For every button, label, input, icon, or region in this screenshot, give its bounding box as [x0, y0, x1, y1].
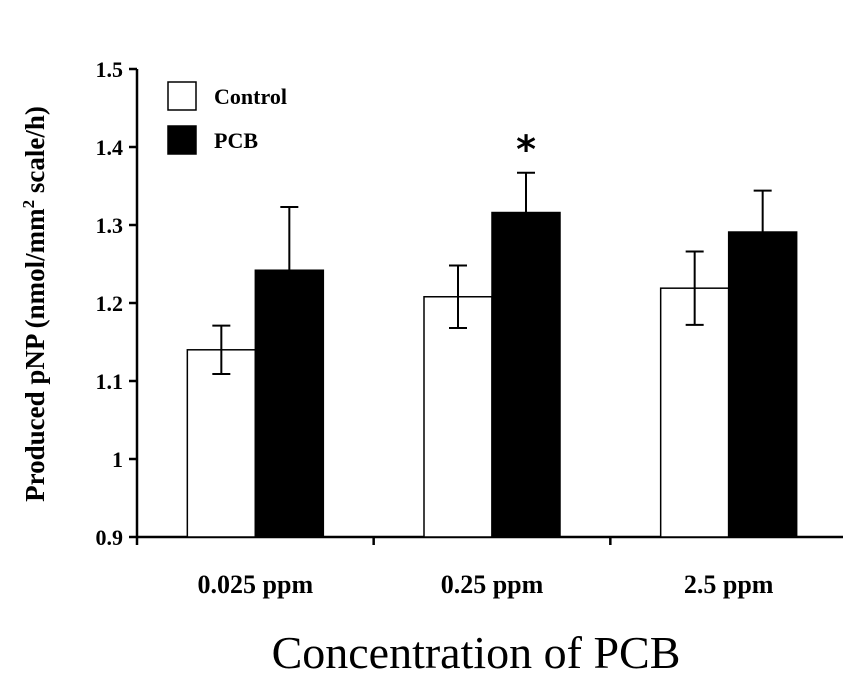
y-tick-label: 1 — [112, 447, 123, 472]
bar-pcb — [491, 211, 561, 538]
legend: Control PCB — [167, 81, 287, 155]
legend-label-control: Control — [214, 84, 287, 109]
bars — [186, 211, 798, 538]
legend-label-pcb: PCB — [214, 128, 258, 153]
bar-pcb — [727, 231, 798, 538]
x-category-label: 0.25 ppm — [441, 570, 544, 599]
legend-swatch-control — [167, 81, 197, 111]
y-tick-label: 0.9 — [96, 525, 124, 550]
y-tick-label: 1.2 — [96, 291, 124, 316]
bar-control — [186, 349, 257, 538]
error-bars — [212, 171, 772, 375]
x-category-label: 0.025 ppm — [198, 570, 314, 599]
x-category-label: 2.5 ppm — [684, 570, 774, 599]
x-axis: 0.025 ppm 0.25 ppm 2.5 ppm — [135, 535, 843, 599]
y-axis-title: Produced pNP (nmol/mm2 scale/h) — [19, 106, 50, 502]
annotations: * — [516, 128, 536, 172]
x-axis-title: Concentration of PCB — [272, 627, 681, 678]
y-axis: 0.9 1 1.1 1.2 1.3 1.4 1.5 — [96, 57, 139, 550]
legend-swatch-pcb — [167, 125, 197, 155]
y-tick-label: 1.1 — [96, 369, 124, 394]
y-tick-label: 1.5 — [96, 57, 124, 82]
y-tick-label: 1.4 — [96, 135, 124, 160]
bar-control — [423, 296, 493, 538]
significance-marker: * — [516, 128, 536, 172]
y-tick-label: 1.3 — [96, 213, 124, 238]
